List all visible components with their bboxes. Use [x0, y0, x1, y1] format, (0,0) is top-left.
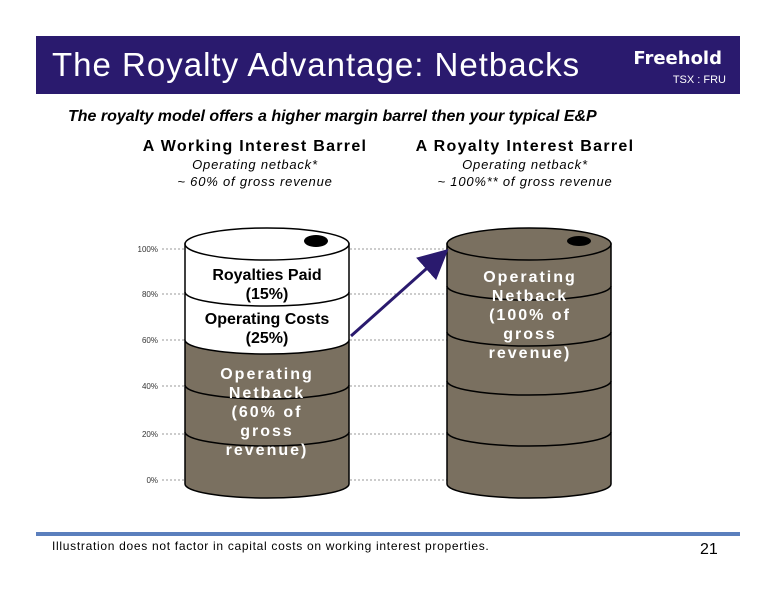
working-netback-label: Operating Netback (60% of gross revenue) — [220, 366, 314, 459]
bung-hole-icon — [304, 235, 328, 247]
page-number: 21 — [700, 541, 718, 558]
subtitle: The royalty model offers a higher margin… — [68, 108, 597, 125]
comparison-arrow — [350, 249, 449, 338]
royalty-interest-barrel — [446, 227, 612, 499]
working-interest-line2: ~ 60% of gross revenue — [177, 174, 333, 189]
royalty-interest-header: A Royalty Interest Barrel Operating netb… — [390, 138, 660, 190]
title-banner: The Royalty Advantage: Netbacks Freehold… — [36, 36, 740, 94]
tick-label: 60% — [142, 336, 158, 345]
royalty-netback-label: Operating Netback (100% of gross revenue… — [483, 269, 577, 362]
operating-costs-label: Operating Costs (25%) — [204, 311, 330, 347]
royalty-interest-line1: Operating netback* — [462, 157, 588, 172]
y-axis: 100% 80% 60% 40% 20% 0% — [138, 245, 448, 485]
royalties-paid-label: Royalties Paid (15%) — [212, 267, 322, 303]
royalty-interest-line2: ~ 100%** of gross revenue — [437, 174, 613, 189]
working-interest-barrel — [184, 227, 350, 499]
working-interest-line1: Operating netback* — [192, 157, 318, 172]
working-interest-header: A Working Interest Barrel Operating netb… — [120, 138, 390, 190]
working-interest-title: A Working Interest Barrel — [142, 138, 368, 155]
royalty-interest-title: A Royalty Interest Barrel — [415, 138, 635, 155]
tick-label: 80% — [142, 290, 158, 299]
footer-divider — [36, 532, 740, 536]
ticker-symbol: TSX : FRU — [672, 74, 726, 86]
freehold-logo: Freehold — [633, 48, 722, 69]
tick-label: 100% — [138, 245, 158, 254]
footnote: Illustration does not factor in capital … — [52, 539, 490, 553]
tick-label: 20% — [142, 430, 158, 439]
tick-label: 40% — [142, 382, 158, 391]
bung-hole-icon — [567, 236, 591, 246]
tick-label: 0% — [146, 476, 158, 485]
page-title: The Royalty Advantage: Netbacks — [52, 46, 581, 83]
